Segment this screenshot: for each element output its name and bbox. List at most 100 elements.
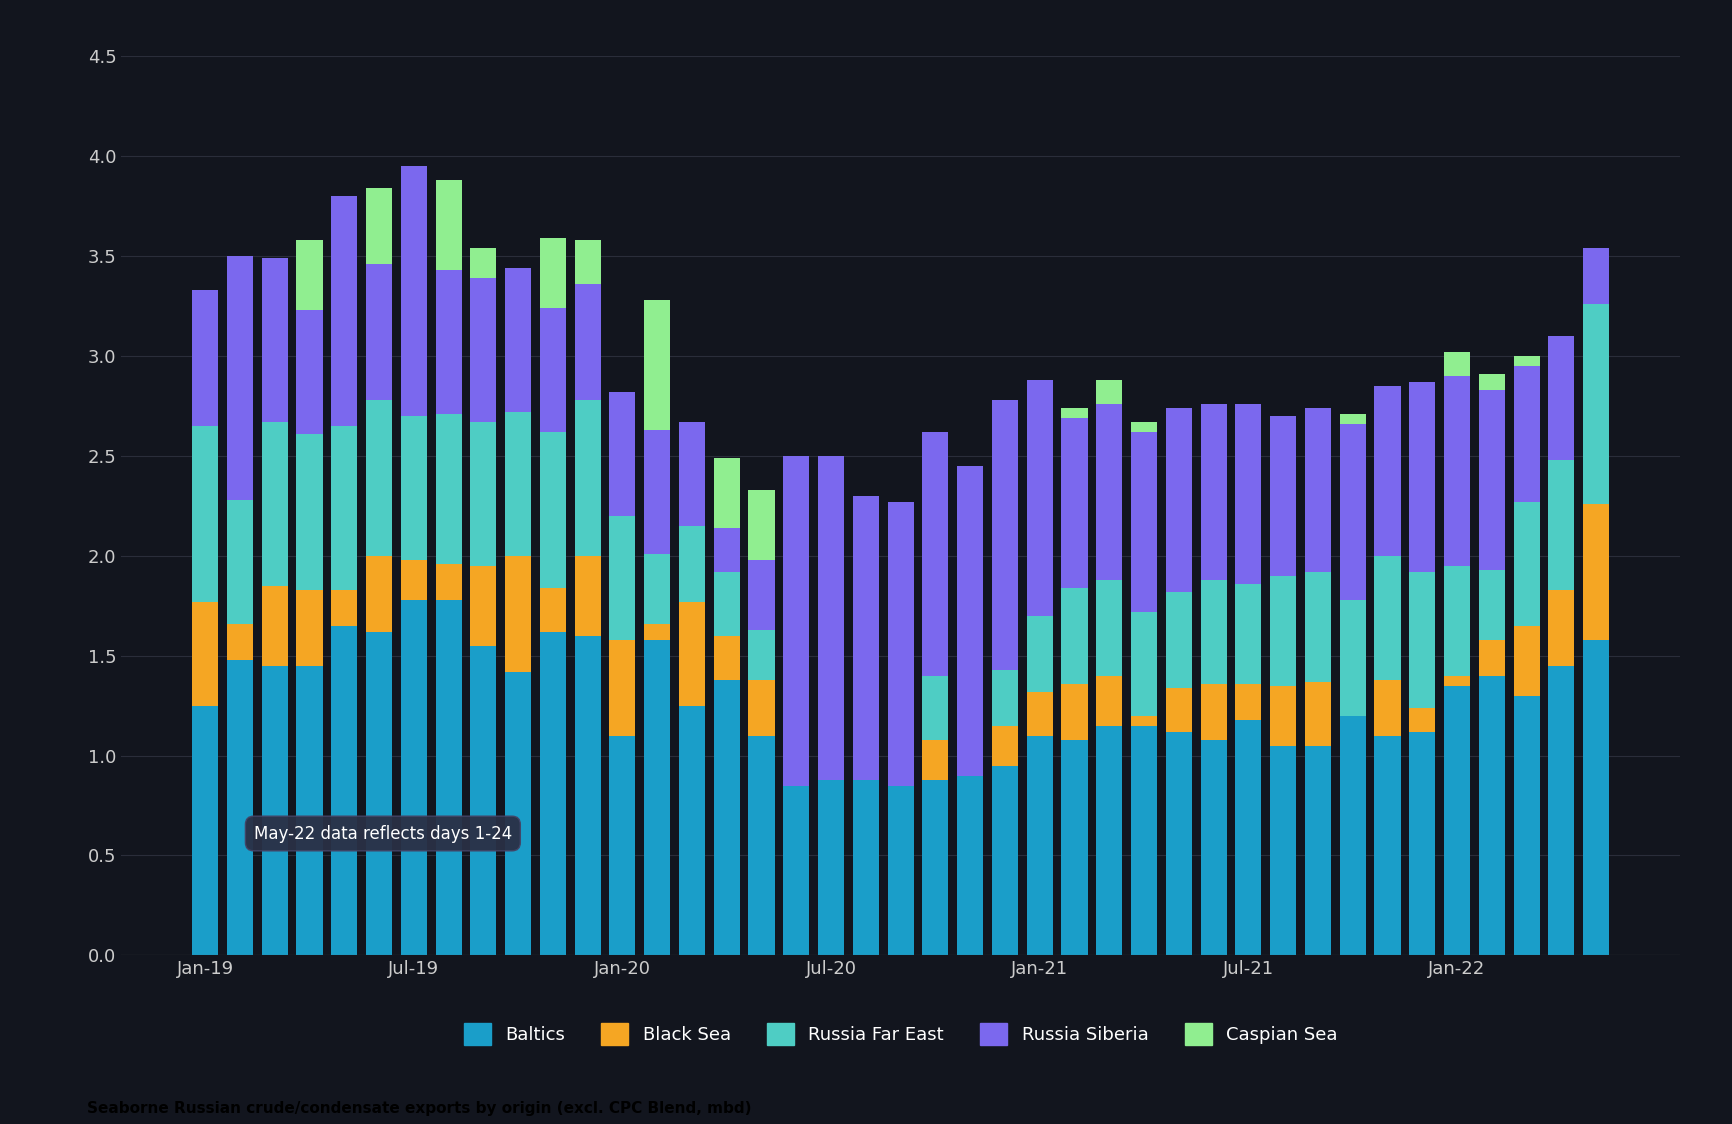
Bar [1444,375,1470,565]
Bar [1131,611,1157,716]
Bar [1062,740,1088,955]
Bar [1304,572,1330,681]
Bar [1166,688,1192,732]
Bar [1514,356,1540,366]
Bar [471,278,497,422]
Bar [1096,726,1122,955]
Bar [331,196,357,426]
Bar [575,636,601,955]
Bar [1339,424,1367,600]
Bar [992,765,1018,955]
Bar [610,640,636,735]
Bar [1270,575,1296,686]
Bar [262,259,288,422]
Bar [1339,414,1367,424]
Bar [471,248,497,278]
Bar [783,786,809,955]
Bar [644,554,670,624]
Bar [1235,683,1261,719]
Bar [679,422,705,526]
Bar [1200,404,1226,580]
Bar [1410,572,1436,708]
Text: Seaborne Russian crude/condensate exports by origin (excl. CPC Blend, mbd): Seaborne Russian crude/condensate export… [87,1100,752,1116]
Bar [1339,716,1367,955]
Bar [227,500,253,624]
Bar [1131,422,1157,432]
Bar [1131,716,1157,726]
Bar [1479,390,1505,570]
Bar [1027,380,1053,616]
Bar [1375,735,1401,955]
Bar [1444,686,1470,955]
Bar [1166,408,1192,591]
Bar [296,241,322,310]
Bar [783,456,809,786]
Bar [506,672,532,955]
Bar [1410,382,1436,572]
Bar [1062,683,1088,740]
Bar [192,706,218,955]
Bar [1027,616,1053,691]
Bar [540,432,566,588]
Bar [887,501,914,786]
Bar [1479,570,1505,640]
Bar [365,264,391,400]
Bar [227,256,253,500]
Bar [1062,418,1088,588]
Bar [1304,408,1330,572]
Bar [400,600,426,955]
Bar [748,629,774,680]
Bar [435,600,462,955]
Bar [506,555,532,672]
Bar [227,660,253,955]
Bar [1166,591,1192,688]
Bar [644,300,670,429]
Bar [1096,580,1122,676]
Bar [331,426,357,590]
Bar [1583,303,1609,504]
Bar [1200,740,1226,955]
Bar [958,465,984,776]
Legend: Baltics, Black Sea, Russia Far East, Russia Siberia, Caspian Sea: Baltics, Black Sea, Russia Far East, Rus… [454,1014,1347,1054]
Bar [296,590,322,665]
Bar [1479,676,1505,955]
Bar [227,624,253,660]
Bar [506,268,532,411]
Bar [923,676,949,740]
Text: May-22 data reflects days 1-24: May-22 data reflects days 1-24 [255,825,513,843]
Bar [471,565,497,645]
Bar [992,400,1018,670]
Bar [1062,408,1088,418]
Bar [506,411,532,555]
Bar [644,624,670,640]
Bar [365,400,391,555]
Bar [435,270,462,414]
Bar [923,432,949,676]
Bar [296,434,322,590]
Bar [644,640,670,955]
Bar [435,414,462,564]
Bar [1304,681,1330,745]
Bar [1375,680,1401,735]
Bar [1583,248,1609,303]
Bar [958,776,984,955]
Bar [575,284,601,400]
Bar [1235,404,1261,583]
Bar [1270,686,1296,745]
Bar [748,560,774,629]
Bar [1548,590,1574,665]
Bar [1514,696,1540,955]
Bar [748,490,774,560]
Bar [1200,683,1226,740]
Bar [1375,555,1401,680]
Bar [1166,732,1192,955]
Bar [679,601,705,706]
Bar [192,426,218,601]
Bar [1548,460,1574,590]
Bar [1304,745,1330,955]
Bar [400,560,426,600]
Bar [1062,588,1088,683]
Bar [748,735,774,955]
Bar [1131,726,1157,955]
Bar [1235,719,1261,955]
